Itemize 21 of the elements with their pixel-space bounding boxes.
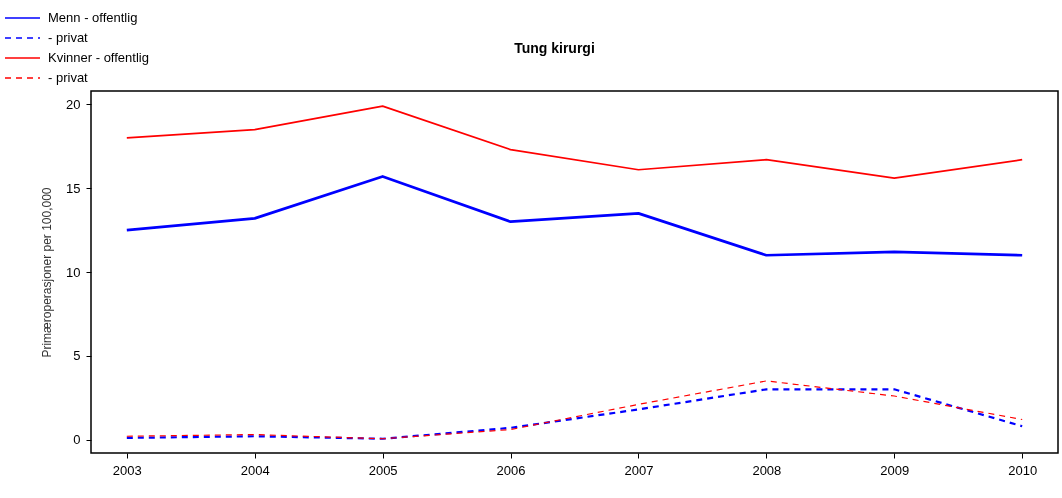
x-tick-label: 2010 [1008, 462, 1038, 478]
x-tick-label: 2003 [112, 462, 142, 478]
x-tick-label: 2009 [880, 462, 910, 478]
x-tick-label: 2008 [752, 462, 782, 478]
legend-label: Menn - offentlig [48, 10, 138, 25]
chart-title: Tung kirurgi [514, 40, 595, 56]
y-tick-label: 20 [66, 96, 81, 112]
y-tick-label: 15 [66, 180, 81, 196]
x-tick-label: 2007 [624, 462, 654, 478]
line-series [125, 105, 1024, 179]
y-axis-title: Primæroperasjoner per 100,000 [40, 187, 55, 358]
x-tick-label: 2004 [240, 462, 270, 478]
y-tick-label: 5 [73, 348, 81, 364]
legend-label: Kvinner - offentlig [48, 50, 149, 65]
y-tick-label: 0 [73, 432, 81, 448]
legend-label: - privat [48, 30, 89, 45]
line-series [125, 175, 1024, 257]
legend-label: - privat [48, 70, 89, 85]
y-tick-label: 10 [66, 264, 81, 280]
x-tick-label: 2005 [368, 462, 398, 478]
x-tick-label: 2006 [496, 462, 526, 478]
